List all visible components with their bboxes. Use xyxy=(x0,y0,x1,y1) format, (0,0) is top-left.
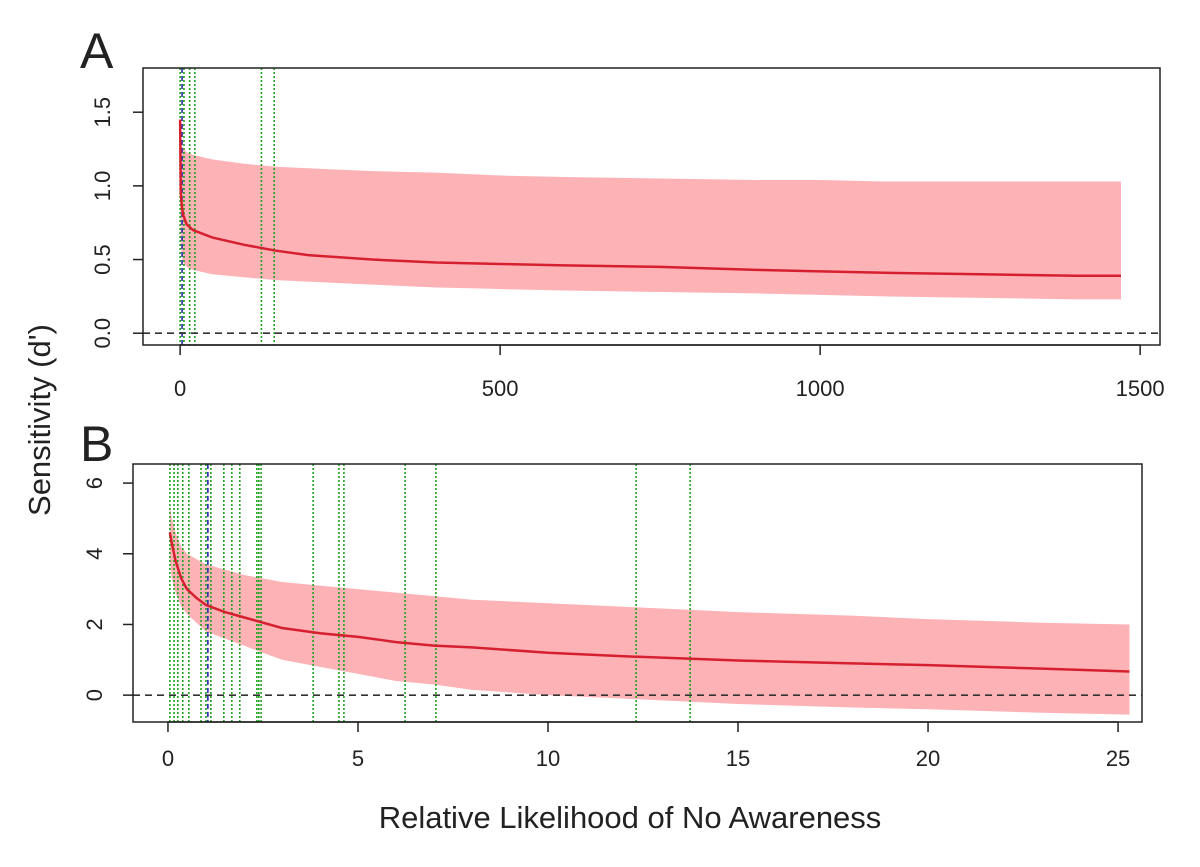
x-tick-label: 25 xyxy=(1106,746,1130,771)
panel-title: A xyxy=(80,23,114,79)
confidence-band xyxy=(169,504,1130,715)
x-tick-label: 1000 xyxy=(796,376,845,401)
y-axis-label: Sensitivity (d') xyxy=(22,324,57,516)
x-tick-label: 0 xyxy=(174,376,186,401)
x-tick-label: 20 xyxy=(916,746,940,771)
x-tick-label: 500 xyxy=(482,376,519,401)
y-tick-label: 6 xyxy=(82,477,107,489)
y-tick-label: 0.0 xyxy=(90,318,115,349)
panel-title: B xyxy=(80,416,113,472)
x-tick-label: 0 xyxy=(162,746,174,771)
y-tick-label: 1.0 xyxy=(90,171,115,202)
series-line xyxy=(178,119,1121,277)
x-tick-label: 10 xyxy=(536,746,560,771)
y-tick-label: 0.5 xyxy=(90,244,115,275)
x-tick-label: 1500 xyxy=(1116,376,1165,401)
y-tick-label: 0 xyxy=(82,689,107,701)
x-axis-label: Relative Likelihood of No Awareness xyxy=(379,800,882,835)
y-tick-label: 4 xyxy=(82,548,107,560)
x-tick-label: 5 xyxy=(352,746,364,771)
series-line xyxy=(168,532,1130,673)
confidence-band xyxy=(180,119,1121,300)
x-tick-label: 15 xyxy=(726,746,750,771)
y-tick-label: 1.5 xyxy=(90,97,115,128)
y-tick-label: 2 xyxy=(82,618,107,630)
